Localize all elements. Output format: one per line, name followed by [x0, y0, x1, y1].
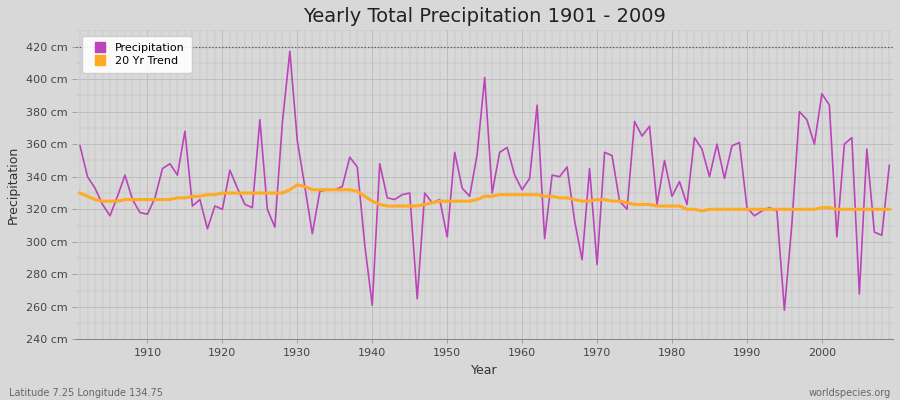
- Y-axis label: Precipitation: Precipitation: [7, 146, 20, 224]
- Title: Yearly Total Precipitation 1901 - 2009: Yearly Total Precipitation 1901 - 2009: [303, 7, 666, 26]
- Text: worldspecies.org: worldspecies.org: [809, 388, 891, 398]
- Text: Latitude 7.25 Longitude 134.75: Latitude 7.25 Longitude 134.75: [9, 388, 163, 398]
- Legend: Precipitation, 20 Yr Trend: Precipitation, 20 Yr Trend: [82, 36, 192, 72]
- X-axis label: Year: Year: [472, 364, 498, 377]
